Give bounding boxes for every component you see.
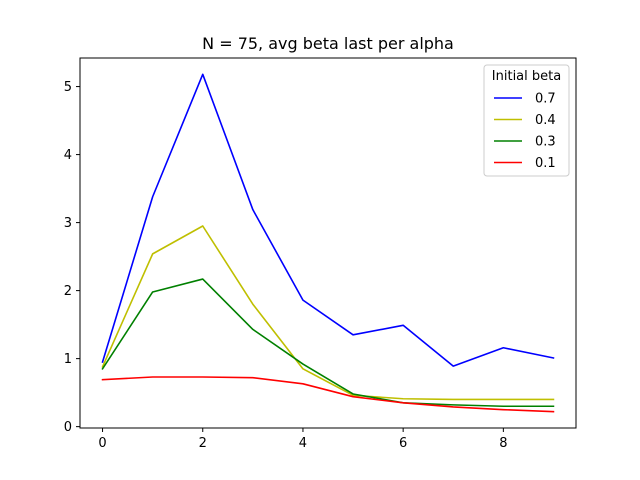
- y-tick-label-4: 4: [64, 148, 72, 163]
- axes-layer: 0 2 4 6 8 0 1 2 3 4 5: [64, 57, 577, 451]
- y-tick-label-2: 2: [64, 284, 72, 299]
- series-line-0.1: [101, 376, 555, 413]
- legend-box: [483, 64, 570, 177]
- legend: Initial beta 0.7 0.4 0.3 0.1: [483, 64, 570, 177]
- y-tick-label-3: 3: [64, 216, 72, 231]
- series-layer: [101, 73, 555, 413]
- legend-title: Initial beta: [492, 69, 561, 84]
- axes-frame: [79, 57, 577, 429]
- y-tick-label-0: 0: [64, 420, 72, 435]
- x-tick-label-0: 0: [98, 436, 106, 451]
- x-tick-label-4: 4: [299, 436, 307, 451]
- legend-label-0.4: 0.4: [535, 113, 556, 128]
- x-tick-label-8: 8: [499, 436, 507, 451]
- series-line-0.7: [101, 73, 555, 367]
- x-tick-label-2: 2: [199, 436, 207, 451]
- legend-label-0.3: 0.3: [535, 135, 556, 150]
- legend-label-0.1: 0.1: [535, 156, 556, 171]
- series-line-0.4: [101, 225, 555, 401]
- y-tick-label-5: 5: [64, 80, 72, 95]
- legend-label-0.7: 0.7: [535, 92, 556, 107]
- x-tick-label-6: 6: [399, 436, 407, 451]
- chart-title: N = 75, avg beta last per alpha: [202, 34, 454, 53]
- y-tick-label-1: 1: [64, 352, 72, 367]
- series-line-0.3: [101, 278, 555, 408]
